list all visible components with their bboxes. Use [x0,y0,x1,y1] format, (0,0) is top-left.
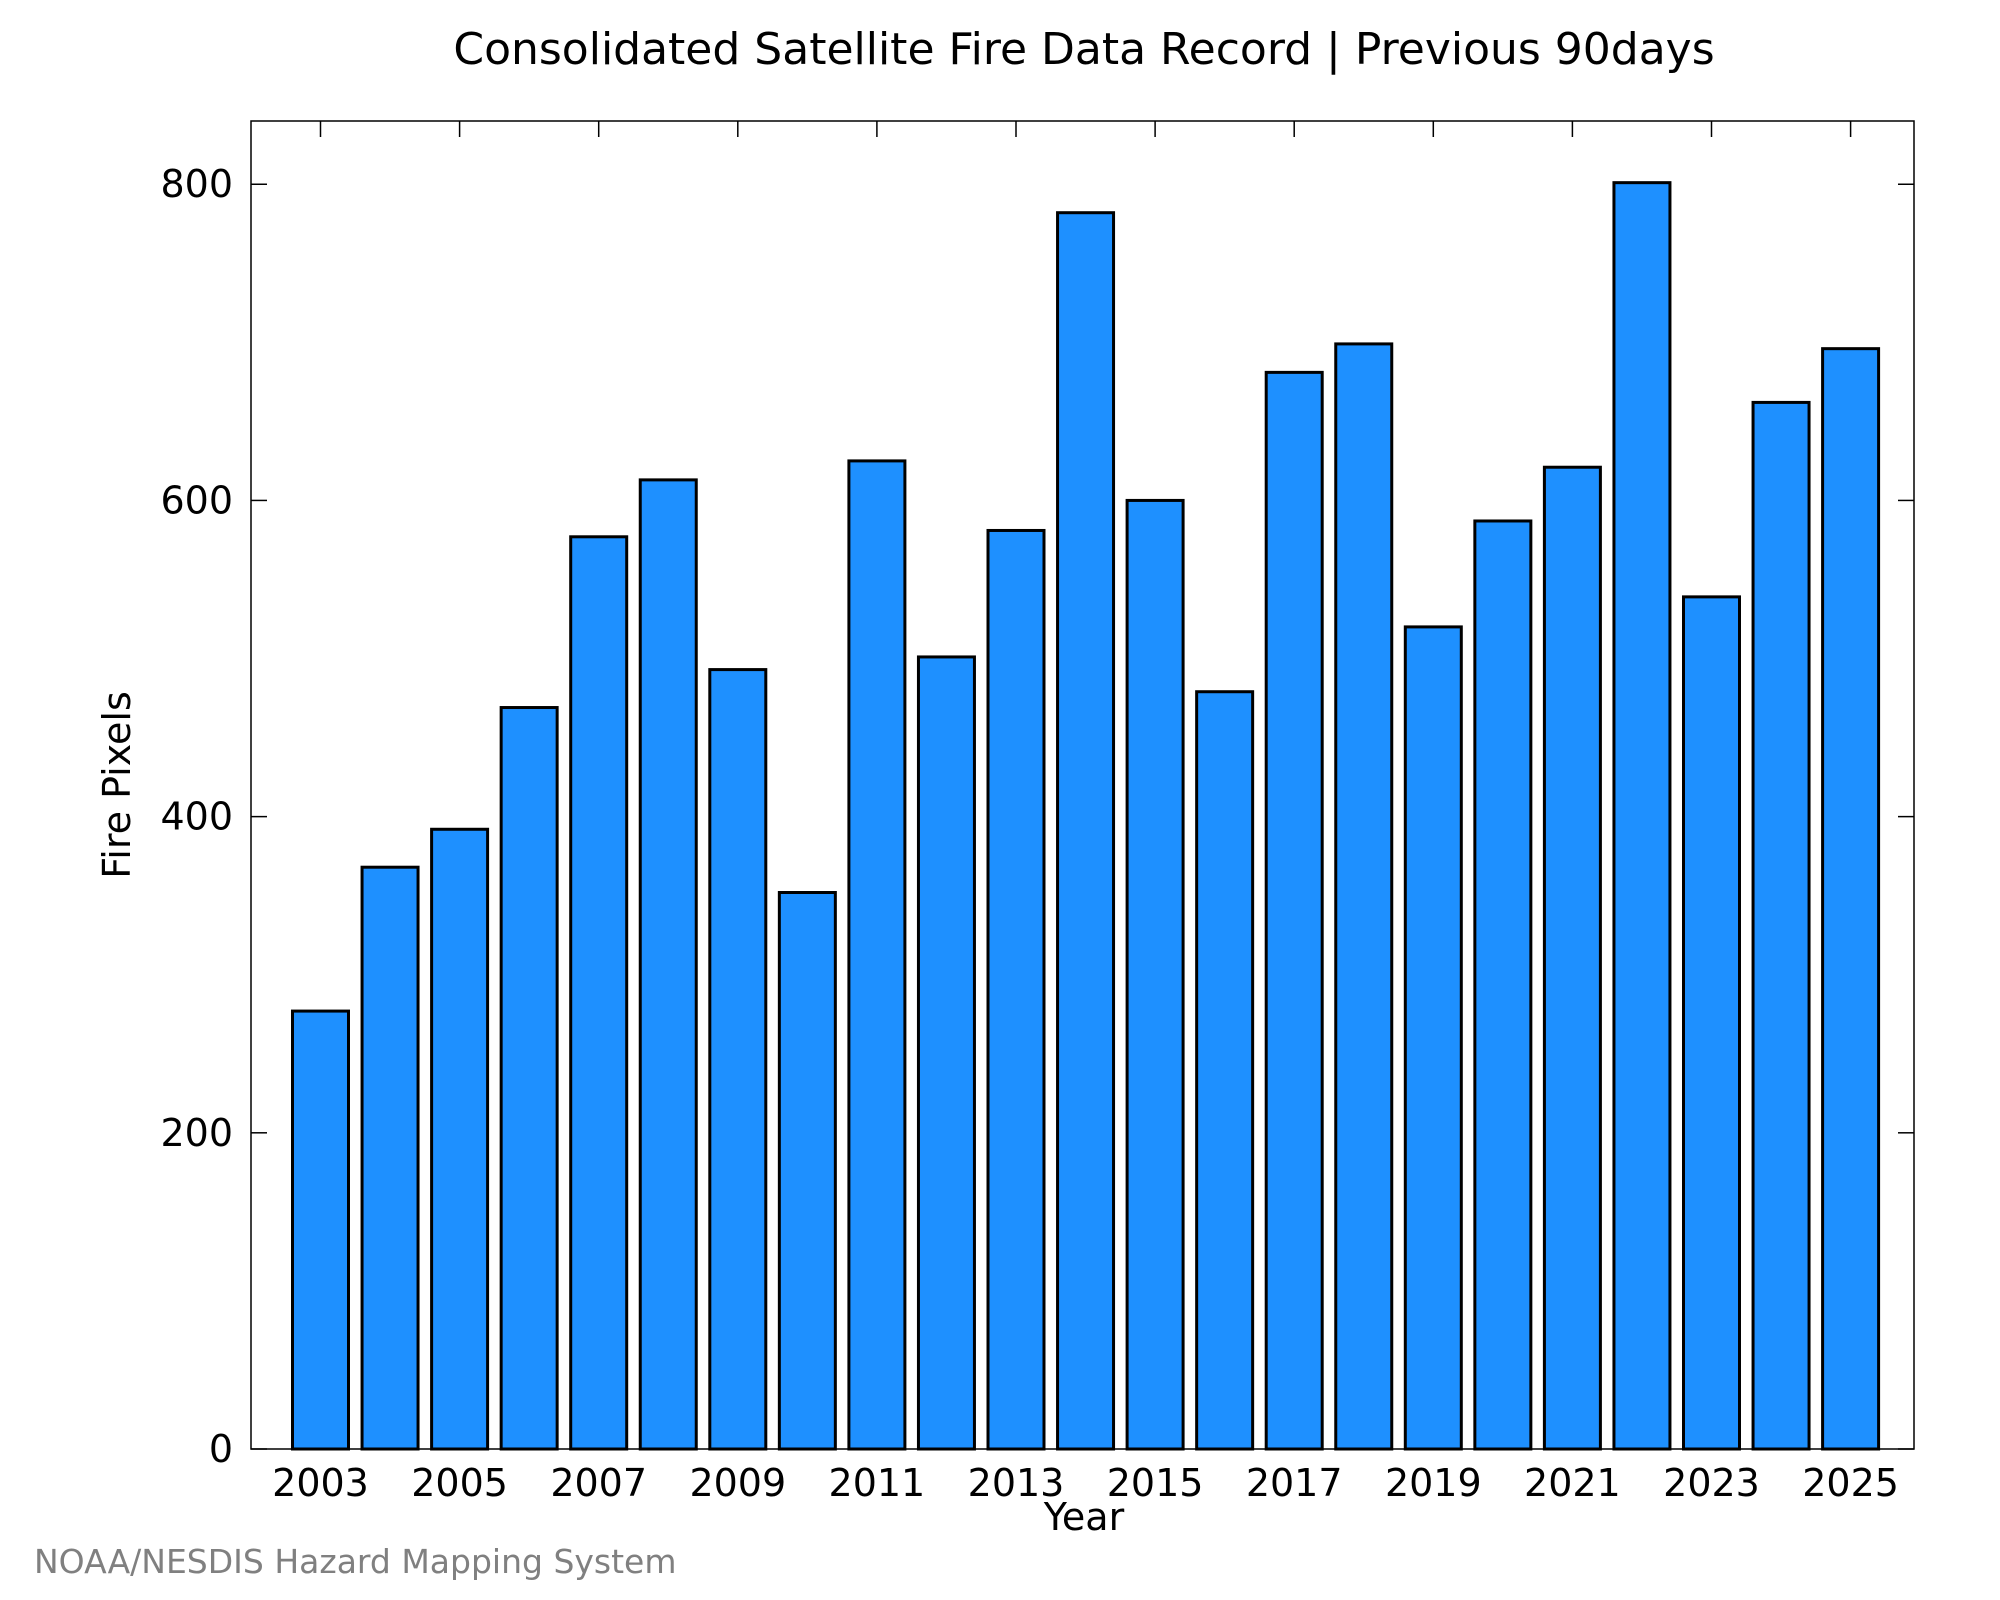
x-tick-label: 2005 [411,1461,508,1505]
bar-2022 [1612,181,1672,1451]
y-tick-label: 800 [160,162,233,206]
bar-2007 [569,535,629,1451]
bar-2021 [1542,465,1602,1451]
bar-2009 [708,668,768,1451]
bar-2005 [430,827,490,1451]
x-tick-label: 2007 [550,1461,647,1505]
x-tick-label: 2023 [1663,1461,1760,1505]
x-tick-label: 2011 [829,1461,926,1505]
bar-2015 [1125,498,1185,1451]
x-tick-label: 2021 [1524,1461,1621,1505]
bar-2019 [1403,625,1463,1451]
x-tick-label: 2013 [968,1461,1065,1505]
y-axis-label: Fire Pixels [95,691,139,879]
bar-2011 [847,459,907,1451]
y-tick-label: 0 [209,1427,233,1471]
y-tick-labels: 0 200 400 600 800 [160,162,233,1471]
bar-2023 [1682,595,1741,1451]
bar-2008 [638,478,698,1451]
credit-text: NOAA/NESDIS Hazard Mapping System [34,1542,677,1581]
bar-2012 [916,655,976,1451]
x-tick-label: 2009 [689,1461,786,1505]
bar-2024 [1751,400,1811,1451]
x-tick-labels: 2003 2005 2007 2009 2011 2013 2015 2017 2019 2021… [272,1461,1899,1505]
x-tick-label: 2019 [1385,1461,1482,1505]
bar-2013 [986,528,1046,1451]
x-tick-label: 2003 [272,1461,369,1505]
x-axis-label: Year [1043,1495,1125,1539]
y-tick-label: 400 [160,795,233,839]
bar-2006 [499,706,559,1451]
y-tick-label: 200 [160,1111,233,1155]
bar-2014 [1056,211,1116,1451]
bar-2003 [291,1009,350,1451]
bars [291,181,1881,1451]
bar-2004 [360,865,420,1451]
bar-2020 [1473,519,1533,1451]
x-tick-label: 2025 [1802,1461,1899,1505]
y-tick-label: 600 [160,478,233,522]
chart-title: Consolidated Satellite Fire Data Record … [453,24,1714,75]
bar-2016 [1195,690,1255,1451]
bar-2025 [1821,347,1881,1451]
x-tick-label: 2017 [1246,1461,1343,1505]
bar-2010 [777,891,837,1451]
x-tick-label: 2015 [1107,1461,1204,1505]
bar-2018 [1334,342,1394,1451]
bar-2017 [1264,370,1324,1451]
